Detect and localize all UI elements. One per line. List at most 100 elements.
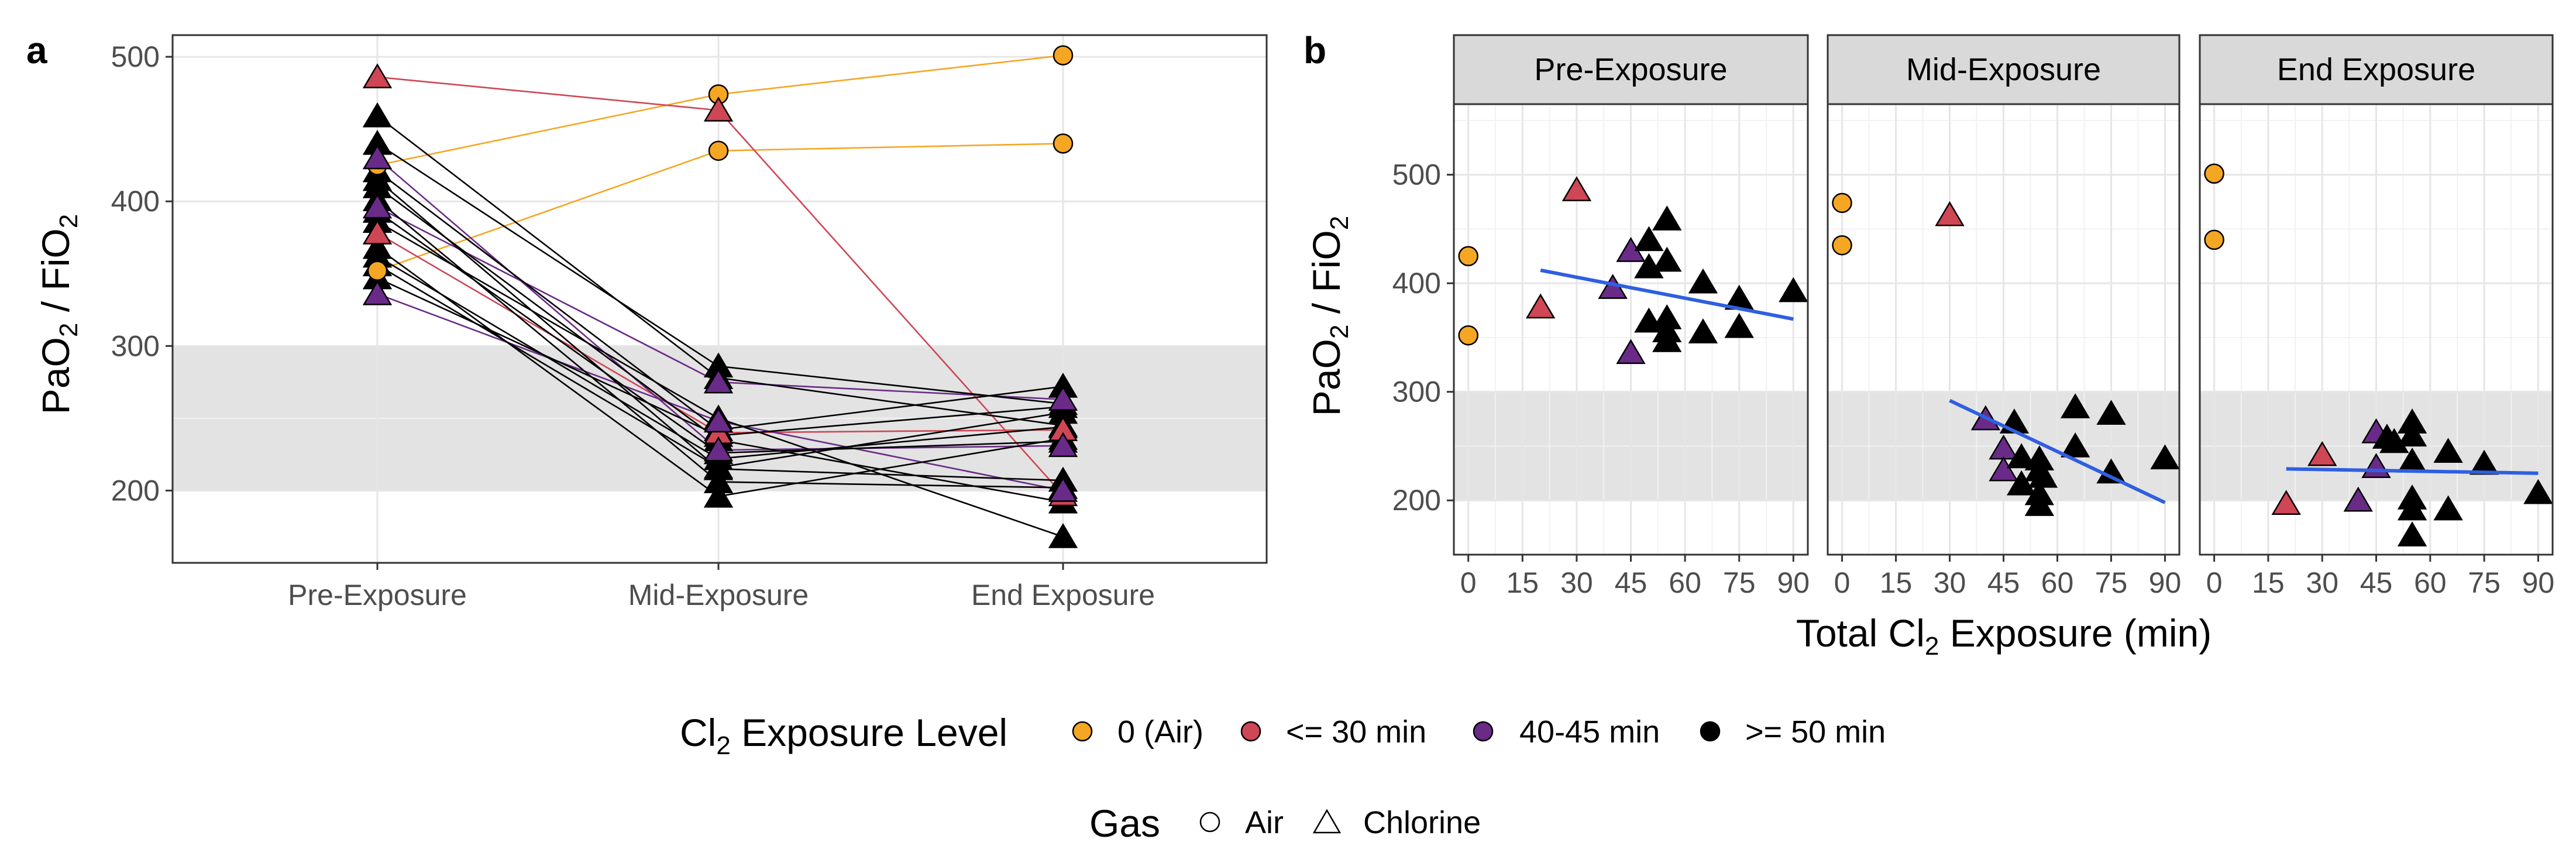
panel-a-point-6-2 [1048, 476, 1078, 502]
facet-1-point-14 [2060, 393, 2090, 418]
panel-a-xtick-label: Mid-Exposure [628, 579, 809, 611]
facet-1-point-1 [1832, 235, 1852, 256]
panel-a-point-5-0 [362, 193, 393, 219]
legend-exposure-level: Cl2 Exposure Level 0 (Air) <= 30 min 40-… [680, 711, 1886, 760]
facet-0-point-11 [1652, 246, 1682, 272]
facet-xtick-label: 45 [1987, 566, 2020, 599]
panel-label-b: b [1304, 29, 1326, 71]
facet-2-point-3 [2307, 441, 2337, 466]
facet-xtick-label: 45 [2360, 566, 2393, 599]
panel-label-a: a [26, 29, 47, 71]
panel-a-point-1-2 [1053, 133, 1074, 154]
panel-b-ytick-label: 400 [1392, 267, 1441, 300]
facet-1-point-2 [1935, 201, 1965, 226]
facet-xtick-label: 30 [1934, 566, 1966, 599]
panel-a-point-4-1 [703, 436, 734, 462]
facet-trend-line [1540, 268, 1794, 321]
facet-0-point-19 [1779, 277, 1808, 302]
legend-level-title-rest: Exposure Level [731, 711, 1007, 754]
legend-key-air [1072, 721, 1093, 742]
facet-xtick-label: 60 [2414, 566, 2447, 599]
facet-1-point-17 [2096, 458, 2126, 484]
panel-a-y-title-sub2: 2 [54, 214, 83, 228]
legend-level-title-sub: 2 [716, 731, 730, 760]
facet-strip-title: End Exposure [2277, 52, 2475, 87]
facet-0-point-16 [1688, 318, 1718, 343]
facet-2-point-14 [2397, 521, 2427, 546]
facet-strip [1453, 34, 1809, 105]
facet-2-point-1 [2204, 229, 2224, 250]
facet-0-point-15 [1688, 268, 1718, 294]
panel-a-chart: 200 300 400 500 Pre-Exposure Mid-Exposure End … [111, 34, 1268, 611]
legend-label-le30: <= 30 min [1286, 714, 1426, 749]
panel-a-point-4-2 [1048, 432, 1078, 458]
panel-a-frame [171, 34, 1268, 564]
panel-a-point-15-1 [703, 482, 734, 508]
facet-1-point-5 [1989, 456, 2018, 482]
facet-xtick-label: 90 [2149, 566, 2182, 599]
legend-gas-title: Gas [1089, 802, 1160, 845]
panel-b-ytick-label: 200 [1392, 484, 1441, 517]
panel-a-point-0-2 [1053, 45, 1074, 66]
panel-a-y-title-main: PaO [34, 337, 77, 414]
facet-xtick-label: 0 [1834, 566, 1851, 599]
facet-0-point-14 [1652, 327, 1682, 352]
facet-0: Pre-Exposure 0 15 30 45 60 75 90 200 300 400 500 [1392, 34, 1810, 599]
facet-0-point-6 [1616, 339, 1646, 365]
legend-label-air: 0 (Air) [1117, 714, 1203, 749]
panel-b-ytick-label: 500 [1392, 159, 1441, 191]
facet-0-point-1 [1458, 325, 1478, 346]
panel-a-ytick-label: 300 [111, 329, 160, 362]
panel-b-y-title-sub2: 2 [1325, 216, 1354, 230]
facet-1-point-7 [2006, 443, 2037, 469]
panel-a-point-6-1 [703, 407, 734, 433]
panel-a-point-2-1 [703, 97, 734, 122]
panel-b-y-title-mid: / FiO [1305, 230, 1348, 324]
facet-0-point-2 [1525, 293, 1556, 319]
panel-a-point-5-1 [703, 368, 734, 394]
facet-strip-title: Mid-Exposure [1906, 52, 2101, 87]
panel-a-point-2-0 [362, 63, 393, 88]
facet-strip-title: Pre-Exposure [1534, 52, 1727, 87]
facet-0-point-7 [1634, 226, 1664, 252]
legend-key-40-45 [1473, 721, 1494, 742]
facet-1-point-18 [2150, 444, 2180, 470]
legend-level-title-main: Cl [680, 711, 716, 754]
panel-b-ytick-label: 300 [1392, 376, 1441, 408]
panel-a-point-4-0 [362, 144, 393, 170]
facet-xtick-label: 75 [2095, 566, 2128, 599]
facet-2-point-10 [2397, 421, 2427, 447]
facet-1-point-8 [2006, 470, 2037, 496]
panel-b-x-title: Total Cl2 Exposure (min) [1796, 611, 2212, 661]
facet-2-point-2 [2271, 490, 2301, 515]
panel-b-y-title-main: PaO [1305, 339, 1348, 416]
facet-1-point-0 [1832, 192, 1852, 214]
facet-0-point-0 [1458, 246, 1478, 267]
legend-key-le30 [1240, 721, 1261, 742]
legend-label-gas-air: Air [1245, 805, 1284, 840]
panel-b-x-title-rest: Exposure (min) [1939, 611, 2212, 655]
panel-a-ytick-label: 500 [111, 40, 160, 73]
facet-xtick-label: 30 [1560, 566, 1593, 599]
legend-gas: Gas Air Chlorine [1089, 802, 1481, 845]
panel-a-ytick-label: 200 [111, 474, 160, 507]
facet-xtick-label: 90 [1777, 566, 1810, 599]
facet-xtick-label: 0 [1460, 566, 1477, 599]
facet-xtick-label: 0 [2206, 566, 2223, 599]
facet-xtick-label: 15 [1506, 566, 1539, 599]
legend-key-gas-air [1199, 812, 1220, 833]
legend-label-40-45: 40-45 min [1519, 714, 1660, 749]
panel-a-point-7-0 [362, 102, 393, 128]
panel-a-point-5-2 [1048, 386, 1078, 411]
panel-a-point-17-1 [703, 453, 734, 479]
panel-a-y-title-sub1: 2 [54, 323, 83, 337]
panel-a-point-3-0 [362, 219, 393, 245]
panel-b-x-title-sub: 2 [1925, 632, 1939, 661]
facet-xtick-label: 15 [1880, 566, 1913, 599]
facet-0-point-10 [1652, 205, 1682, 231]
facet-strip [2199, 34, 2554, 105]
panel-a-ytick-label: 400 [111, 185, 160, 218]
facet-1: Mid-Exposure 0 15 30 45 60 75 90 [1827, 34, 2182, 599]
